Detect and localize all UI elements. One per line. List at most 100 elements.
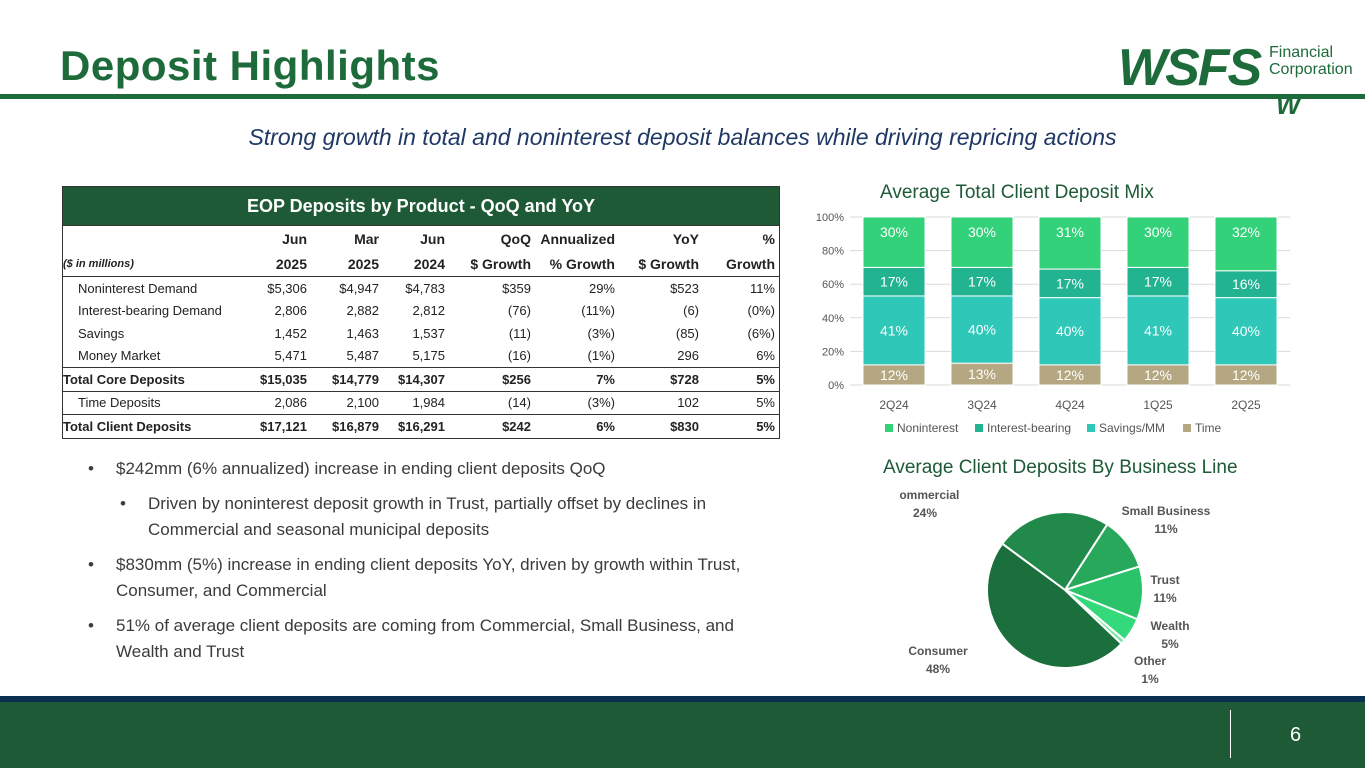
cell: $4,783: [405, 280, 445, 296]
cell: 102: [677, 395, 699, 411]
cell: 5%: [756, 371, 775, 387]
pie-slice-name: Other: [1134, 654, 1166, 668]
legend-entry: Savings/MM: [1099, 421, 1165, 435]
pie-slice-percent: 11%: [1154, 522, 1178, 536]
footer-accent: [0, 696, 1365, 702]
bar-chart-title: Average Total Client Deposit Mix: [880, 182, 1154, 203]
header-cell: Jun: [420, 230, 445, 247]
deposit-mix-chart: 0% 20% 40% 60% 80% 100% 12% 41% 17% 30% 2Q24 13% 40%…: [816, 212, 1290, 435]
cell: 5,487: [346, 348, 379, 364]
legend-swatch: [1183, 424, 1191, 432]
cell: 5,175: [412, 348, 445, 364]
footer-bar: [0, 702, 1365, 768]
bar-segment: [1038, 216, 1102, 270]
bar-data-label: 17%: [1144, 274, 1172, 290]
row-label: Savings: [78, 325, 125, 341]
bar-segment: [1214, 297, 1278, 366]
cell: 7%: [596, 371, 615, 387]
wsfs-logo: WSFS Financial Corporation W: [1118, 39, 1353, 120]
bar-data-label: 12%: [880, 367, 908, 383]
cell: $728: [670, 371, 699, 387]
bar-data-label: 17%: [968, 274, 996, 290]
header-cell: QoQ: [500, 230, 531, 247]
cell: $14,779: [332, 371, 379, 387]
bar-data-label: 31%: [1056, 224, 1084, 240]
cell: $17,121: [260, 418, 307, 434]
x-tick-label: 2Q25: [1231, 398, 1261, 412]
deposits-table: EOP Deposits by Product - QoQ and YoY Ju…: [62, 186, 780, 439]
cell: 5,471: [274, 348, 307, 364]
pie-slice-percent: 24%: [913, 506, 937, 520]
bullet-qoq: $242mm (6% annualized) increase in endin…: [88, 456, 768, 482]
table-row: Interest-bearing Demand 2,806 2,882 2,81…: [63, 300, 779, 323]
legend-entry: Interest-bearing: [987, 421, 1071, 435]
cell: 2,812: [412, 303, 445, 319]
row-label: Noninterest Demand: [78, 280, 198, 296]
header-cell: Annualized: [540, 230, 615, 247]
bar-data-label: 30%: [1144, 224, 1172, 240]
cell: $16,879: [332, 418, 379, 434]
header-cell: %: [762, 230, 775, 247]
cell: 5%: [756, 418, 775, 434]
cell: $4,947: [339, 280, 379, 296]
row-label: Total Core Deposits: [63, 371, 185, 387]
bar-data-label: 16%: [1232, 276, 1260, 292]
cell: 1,984: [412, 395, 445, 411]
table-row-total-core: Total Core Deposits $15,035 $14,779 $14,…: [63, 367, 779, 392]
bar-segment: [1126, 266, 1190, 297]
bullet-list: $242mm (6% annualized) increase in endin…: [88, 456, 768, 674]
bar-segment: [950, 295, 1014, 364]
x-tick-label: 1Q25: [1143, 398, 1173, 412]
bar-data-label: 12%: [1056, 367, 1084, 383]
bar-segment: [1126, 216, 1190, 268]
pie-slice: [986, 542, 1123, 669]
pie-slice-name: Wealth: [1150, 619, 1189, 633]
logo-mark: W: [1276, 90, 1301, 120]
bar-data-label: 12%: [1144, 367, 1172, 383]
cell: $523: [670, 280, 699, 296]
pie-chart-title: Average Client Deposits By Business Line: [883, 457, 1238, 478]
header-cell: $ Growth: [638, 255, 699, 272]
bar-data-label: 30%: [880, 224, 908, 240]
y-tick-label: 0%: [828, 380, 844, 392]
cell: (3%): [587, 325, 615, 341]
cell: 29%: [588, 280, 615, 296]
legend-swatch: [885, 424, 893, 432]
pie-slice-percent: 48%: [926, 662, 950, 676]
bar-data-label: 12%: [1232, 367, 1260, 383]
page-number: 6: [1290, 724, 1302, 746]
logo-line1: Financial: [1269, 44, 1334, 61]
cell: $14,307: [398, 371, 445, 387]
pie-slice-percent: 5%: [1161, 637, 1179, 651]
units-note: ($ in millions): [63, 257, 134, 270]
bar-segment: [1126, 295, 1190, 366]
table-row: Money Market 5,471 5,487 5,175 (16) (1%)…: [63, 345, 779, 368]
bar-data-label: 40%: [1056, 323, 1084, 339]
header-cell: 2025: [347, 255, 379, 272]
bar-segment: [1214, 216, 1278, 272]
legend-entry: Time: [1195, 421, 1222, 435]
table-row: Noninterest Demand $5,306 $4,947 $4,783 …: [63, 277, 779, 300]
bar-data-label: 17%: [880, 274, 908, 290]
bar-data-label: 13%: [968, 366, 996, 382]
legend-swatch: [1087, 424, 1095, 432]
header-cell: Growth: [726, 255, 775, 272]
cell: 1,463: [346, 325, 379, 341]
row-label: Time Deposits: [78, 395, 161, 411]
logo-line2: Corporation: [1269, 61, 1353, 78]
cell: 1,537: [412, 325, 445, 341]
row-label: Interest-bearing Demand: [78, 303, 222, 319]
table-header-row-1: Jun Mar Jun QoQ Annualized YoY %: [63, 226, 779, 251]
y-tick-label: 20%: [822, 346, 844, 358]
cell: (76): [507, 303, 531, 319]
header-cell: $ Growth: [470, 255, 531, 272]
pie-slice-name: Consumer: [908, 644, 968, 658]
row-label: Total Client Deposits: [63, 418, 192, 434]
bar-data-label: 41%: [880, 322, 908, 338]
cell: 296: [677, 348, 699, 364]
header-cell: 2025: [275, 255, 307, 272]
x-tick-label: 3Q24: [967, 398, 997, 412]
bullet-qoq-detail: Driven by noninterest deposit growth in …: [120, 491, 768, 543]
bar-segment: [1214, 270, 1278, 299]
header-cell: % Growth: [549, 255, 615, 272]
